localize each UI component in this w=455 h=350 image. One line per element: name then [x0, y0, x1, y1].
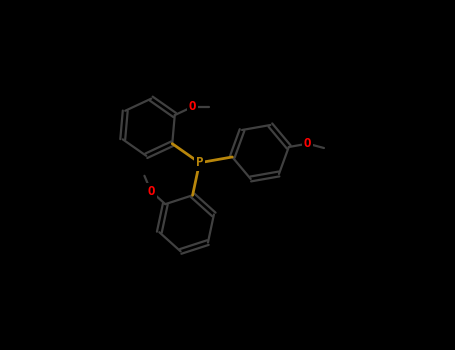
Text: P: P: [196, 156, 203, 169]
Text: O: O: [188, 100, 196, 113]
Text: O: O: [304, 137, 312, 150]
Text: O: O: [147, 185, 155, 198]
